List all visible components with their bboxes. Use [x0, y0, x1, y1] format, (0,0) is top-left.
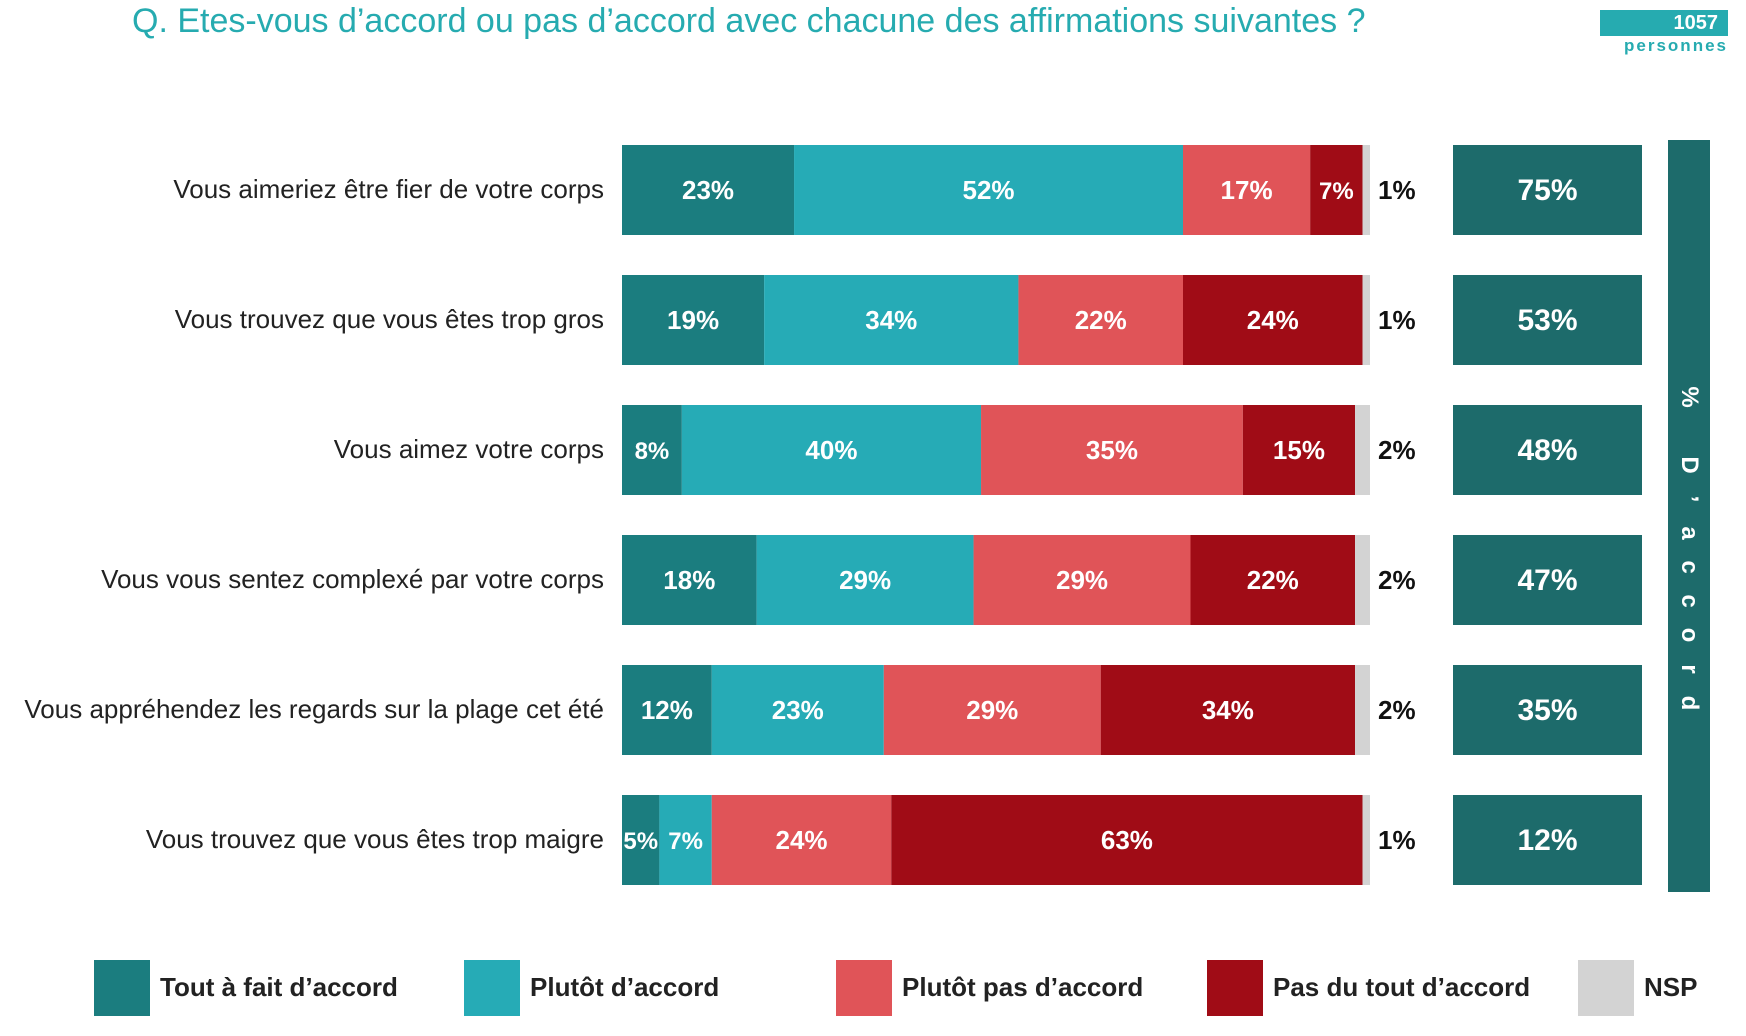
legend-swatch [836, 960, 892, 1016]
bar-segment-2-row-5 [711, 665, 884, 755]
row-label: Vous trouvez que vous êtes trop gros [174, 304, 604, 334]
bar-segment-2-row-2 [764, 275, 1019, 365]
data-label: 29% [1056, 565, 1108, 595]
legend-label: Plutôt d’accord [530, 972, 720, 1002]
total-accord-value: 47% [1517, 564, 1577, 597]
accord-column-band [1668, 140, 1710, 892]
bar-segment-2-row-3 [681, 405, 982, 495]
bar-segment-3-row-5 [883, 665, 1101, 755]
bar-segment-2-row-1 [794, 145, 1183, 235]
bar-segment-2-row-6 [659, 795, 712, 885]
bar-segment-1-row-2 [622, 275, 765, 365]
bar-segment-1-row-4 [622, 535, 757, 625]
bar-segment-5-row-6 [1362, 795, 1370, 885]
legend-label: NSP [1644, 972, 1698, 1002]
row-label: Vous aimeriez être fier de votre corps [173, 174, 604, 204]
total-accord-value: 48% [1517, 434, 1577, 467]
bar-segment-3-row-6 [711, 795, 892, 885]
total-accord-box [1453, 145, 1642, 235]
row-label: Vous trouvez que vous êtes trop maigre [145, 824, 604, 854]
bar-segment-5-row-1 [1362, 145, 1370, 235]
nsp-label: 2% [1378, 565, 1416, 595]
data-label: 29% [966, 695, 1018, 725]
nsp-label: 1% [1378, 305, 1416, 335]
legend-label: Tout à fait d’accord [160, 972, 398, 1002]
data-label: 22% [1247, 565, 1299, 595]
row-label: Vous aimez votre corps [333, 434, 604, 464]
row-label: Vous vous sentez complexé par votre corp… [101, 564, 604, 594]
data-label: 35% [1086, 435, 1138, 465]
data-label: 24% [775, 825, 827, 855]
data-label: 22% [1075, 305, 1127, 335]
bar-segment-3-row-3 [981, 405, 1243, 495]
respondent-count-unit: personnes [1624, 36, 1728, 55]
bar-segment-4-row-5 [1100, 665, 1356, 755]
bar-segment-5-row-4 [1355, 535, 1370, 625]
data-label: 17% [1221, 175, 1273, 205]
nsp-label: 1% [1378, 825, 1416, 855]
total-accord-value: 75% [1517, 174, 1577, 207]
data-label: 7% [668, 828, 703, 855]
data-label: 40% [805, 435, 857, 465]
data-label: 24% [1247, 305, 1299, 335]
data-label: 29% [839, 565, 891, 595]
data-label: 8% [635, 438, 670, 465]
legend-swatch [464, 960, 520, 1016]
row-label: Vous appréhendez les regards sur la plag… [24, 694, 604, 724]
total-accord-box [1453, 665, 1642, 755]
nsp-label: 2% [1378, 435, 1416, 465]
legend-swatch [1207, 960, 1263, 1016]
data-label: 63% [1101, 825, 1153, 855]
bar-segment-5-row-5 [1355, 665, 1370, 755]
bar-segment-4-row-3 [1242, 405, 1356, 495]
bar-segment-4-row-1 [1310, 145, 1363, 235]
nsp-label: 1% [1378, 175, 1416, 205]
data-label: 15% [1273, 435, 1325, 465]
total-accord-value: 53% [1517, 304, 1577, 337]
bar-segment-4-row-4 [1190, 535, 1356, 625]
data-label: 5% [623, 828, 658, 855]
legend-swatch [94, 960, 150, 1016]
data-label: 34% [1202, 695, 1254, 725]
bar-segment-5-row-3 [1355, 405, 1370, 495]
bar-segment-3-row-1 [1183, 145, 1311, 235]
bar-segment-1-row-3 [622, 405, 682, 495]
bar-segment-3-row-4 [973, 535, 1191, 625]
bar-segment-3-row-2 [1018, 275, 1183, 365]
bar-segment-1-row-6 [622, 795, 660, 885]
bar-segment-5-row-2 [1362, 275, 1370, 365]
bar-segment-4-row-2 [1183, 275, 1363, 365]
data-label: 7% [1319, 178, 1354, 205]
bar-segment-4-row-6 [891, 795, 1363, 885]
data-label: 52% [962, 175, 1014, 205]
data-label: 18% [663, 565, 715, 595]
bar-segment-1-row-5 [622, 665, 712, 755]
bar-segment-2-row-4 [756, 535, 974, 625]
legend-label: Plutôt pas d’accord [902, 972, 1144, 1002]
data-label: 23% [682, 175, 734, 205]
page-title: Q. Etes-vous d’accord ou pas d’accord av… [132, 2, 1366, 40]
total-accord-value: 12% [1517, 824, 1577, 857]
legend-label: Pas du tout d’accord [1273, 972, 1531, 1002]
bar-segment-1-row-1 [622, 145, 795, 235]
data-label: 23% [772, 695, 824, 725]
data-label: 12% [641, 695, 693, 725]
total-accord-box [1453, 795, 1642, 885]
total-accord-box [1453, 275, 1642, 365]
total-accord-value: 35% [1517, 694, 1577, 727]
legend-swatch [1578, 960, 1634, 1016]
respondent-count-badge: 1057 [1600, 10, 1728, 36]
nsp-label: 2% [1378, 695, 1416, 725]
data-label: 19% [667, 305, 719, 335]
accord-column-label: % D’ a c c o r d [1676, 386, 1703, 711]
data-label: 34% [865, 305, 917, 335]
total-accord-box [1453, 535, 1642, 625]
total-accord-box [1453, 405, 1642, 495]
